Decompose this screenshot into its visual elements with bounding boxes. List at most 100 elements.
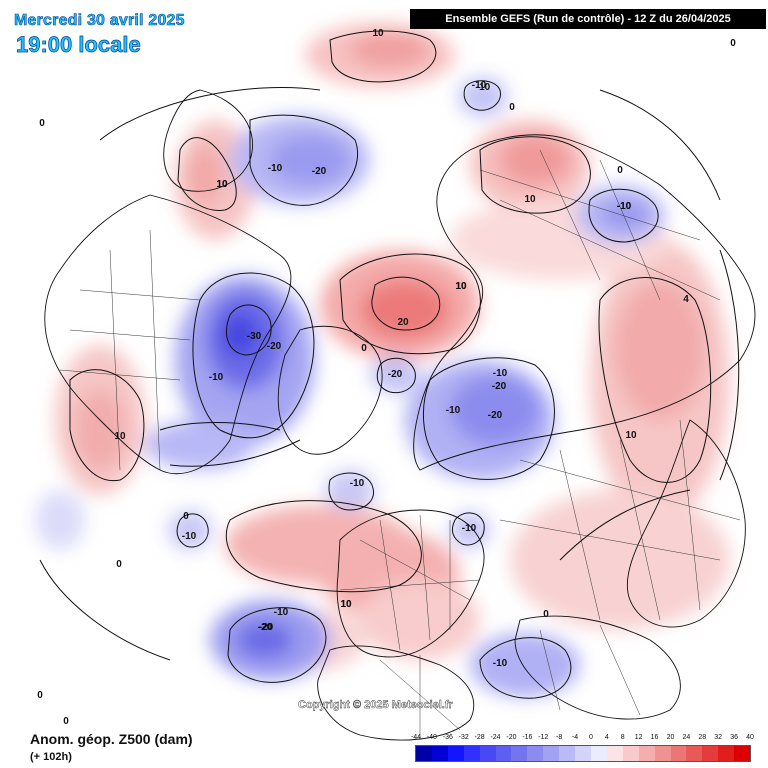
contour-label: -20 — [259, 622, 274, 633]
contour-label: -10 — [462, 523, 477, 534]
contour-label: -20 — [267, 341, 282, 352]
contour-label: -10 — [493, 368, 508, 379]
contour-label: -10 — [476, 82, 491, 93]
legend-swatch — [543, 746, 560, 761]
legend-tick-label: -32 — [458, 734, 469, 741]
legend-swatch — [416, 746, 432, 761]
legend-swatch — [527, 746, 544, 761]
color-scale-legend: -44 -40 -36 -32 -28 -24 -20 -16 -12 -8 -4 0 4 8 12 16 20… — [411, 734, 754, 762]
legend-tick-label: -24 — [490, 734, 501, 741]
legend-swatch — [431, 746, 448, 761]
contour-label: -10 — [350, 478, 365, 489]
legend-swatch — [702, 746, 719, 761]
contour-label: 0 — [63, 716, 69, 727]
legend-tick-label: 16 — [650, 734, 659, 741]
contour-label: 0 — [183, 511, 189, 522]
contour-label: -20 — [312, 166, 327, 177]
legend-swatch — [463, 746, 480, 761]
legend-tick-label: 12 — [634, 734, 643, 741]
legend-tick-label: 24 — [682, 734, 691, 741]
contour-label: 10 — [114, 431, 126, 442]
legend-tick-label: 40 — [746, 734, 754, 741]
legend-swatch — [559, 746, 576, 761]
contour-label: -10 — [617, 201, 632, 212]
legend-tick-label: -12 — [538, 734, 549, 741]
legend-swatch — [622, 746, 639, 761]
contour-label: -10 — [182, 531, 197, 542]
contour-label: -20 — [488, 410, 503, 421]
legend-swatch — [638, 746, 655, 761]
contour-label: 0 — [730, 38, 736, 49]
contour-label: -10 — [268, 163, 283, 174]
legend-swatch — [686, 746, 703, 761]
legend-tick-label: -44 — [410, 734, 422, 741]
legend-swatch — [606, 746, 623, 761]
legend-tick-label: -28 — [474, 734, 485, 741]
contour-label: 10 — [455, 281, 467, 292]
legend-swatch — [590, 746, 607, 761]
legend-tick-label: 36 — [730, 734, 738, 741]
contour-label: 0 — [39, 118, 45, 129]
contour-label: 20 — [397, 317, 409, 328]
legend-tick-label: -36 — [442, 734, 453, 741]
coastline-layer — [44, 89, 756, 741]
legend-tick-label: -16 — [522, 734, 533, 741]
legend-color-bar — [415, 745, 751, 762]
legend-tick-labels: -44 -40 -36 -32 -28 -24 -20 -16 -12 -8 -4 0 4 8 12 16 20… — [411, 734, 754, 745]
contour-label: 10 — [372, 28, 384, 39]
run-info-banner: Ensemble GEFS (Run de contrôle) - 12 Z d… — [410, 9, 766, 29]
contour-label: 0 — [37, 690, 43, 701]
legend-swatch — [495, 746, 512, 761]
legend-tick-label: -40 — [426, 734, 437, 741]
border-layer — [59, 149, 741, 740]
contour-label: 10 — [216, 179, 228, 190]
legend-swatch — [575, 746, 591, 761]
legend-swatch — [718, 746, 735, 761]
contour-label: -10 — [274, 607, 289, 618]
contour-label: 0 — [617, 165, 623, 176]
legend-tick-label: 4 — [604, 734, 609, 741]
contour-label: -30 — [247, 331, 262, 342]
contour-label: -10 — [446, 405, 461, 416]
contour-label: 10 — [216, 179, 228, 190]
legend-tick-label: 28 — [698, 734, 707, 741]
contour-label: 0 — [361, 343, 367, 354]
legend-swatch — [734, 746, 751, 761]
contour-label: 0 — [116, 559, 122, 570]
legend-tick-label: 32 — [714, 734, 723, 741]
legend-swatch — [654, 746, 671, 761]
contour-label-layer: 10 0 -10 -10 -20 10 -10 -10 10 0 0 10 -1… — [37, 28, 736, 727]
legend-tick-label: 0 — [588, 734, 593, 741]
forecast-time: 19:00 locale — [16, 32, 141, 58]
variable-label: Anom. géop. Z500 (dam) — [30, 731, 193, 747]
legend-swatch — [479, 746, 496, 761]
forecast-date: Mercredi 30 avril 2025 — [14, 12, 185, 30]
legend-tick-label: -4 — [571, 734, 579, 741]
contour-label: -10 — [493, 658, 508, 669]
legend-swatch — [670, 746, 687, 761]
contour-label: 10 — [340, 599, 352, 610]
contour-label: 10 — [524, 194, 536, 205]
lead-time-label: (+ 102h) — [30, 751, 72, 763]
contour-label: -10 — [472, 80, 487, 91]
legend-tick-label: -20 — [506, 734, 517, 741]
contour-label: 4 — [683, 294, 689, 305]
legend-swatch — [447, 746, 464, 761]
contour-label: 10 — [625, 430, 637, 441]
anomaly-fill-layer — [35, 23, 730, 697]
contour-layer — [39, 30, 740, 699]
contour-label: -10 — [617, 201, 632, 212]
copyright-notice: Copyright © 2025 Meteociel.fr — [298, 699, 453, 711]
contour-label: 10 — [455, 281, 467, 292]
legend-tick-label: -8 — [556, 734, 563, 741]
contour-label: 0 — [543, 609, 549, 620]
contour-label: 0 — [509, 102, 515, 113]
contour-label: -20 — [492, 381, 507, 392]
legend-tick-label: 8 — [620, 734, 625, 741]
legend-swatch — [511, 746, 528, 761]
contour-label: -10 — [209, 372, 224, 383]
contour-label: 10 — [340, 599, 352, 610]
legend-tick-label: 20 — [666, 734, 675, 741]
contour-label: -20 — [258, 622, 273, 633]
